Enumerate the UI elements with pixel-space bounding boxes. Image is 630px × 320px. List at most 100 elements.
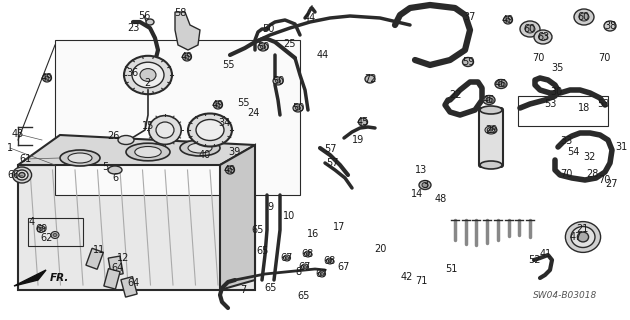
Ellipse shape [490, 129, 493, 131]
Text: 65: 65 [257, 246, 269, 256]
Text: 47: 47 [570, 232, 582, 242]
Text: 46: 46 [495, 79, 507, 89]
Ellipse shape [358, 118, 367, 126]
Ellipse shape [39, 228, 43, 230]
Text: 70: 70 [532, 53, 544, 63]
Text: 17: 17 [333, 222, 345, 232]
Ellipse shape [108, 166, 122, 174]
Text: 24: 24 [247, 108, 259, 118]
Ellipse shape [118, 135, 134, 145]
Text: 12: 12 [117, 253, 129, 263]
Ellipse shape [604, 21, 616, 31]
Text: 29: 29 [485, 125, 497, 135]
Text: 8: 8 [295, 267, 301, 277]
Text: 9: 9 [267, 202, 273, 212]
Text: 19: 19 [352, 135, 364, 145]
Ellipse shape [419, 180, 431, 189]
Ellipse shape [258, 43, 268, 51]
Ellipse shape [307, 252, 309, 255]
Text: 57: 57 [326, 158, 338, 168]
Text: 61: 61 [19, 154, 31, 164]
Ellipse shape [486, 98, 492, 102]
Text: 68: 68 [302, 249, 314, 259]
Text: 56: 56 [138, 11, 150, 21]
Ellipse shape [196, 119, 224, 140]
Ellipse shape [135, 147, 161, 157]
Text: 63: 63 [537, 32, 549, 42]
Bar [86, 248, 103, 269]
Text: 2: 2 [144, 78, 150, 88]
Text: 53: 53 [597, 99, 609, 109]
Ellipse shape [273, 77, 283, 85]
Text: 49: 49 [212, 100, 224, 110]
Text: 50: 50 [262, 24, 274, 34]
Ellipse shape [319, 271, 326, 277]
Text: 52: 52 [528, 255, 541, 265]
Text: 23: 23 [127, 23, 139, 33]
Ellipse shape [480, 106, 502, 114]
Text: 15: 15 [142, 121, 154, 131]
Ellipse shape [183, 53, 192, 61]
Text: 46: 46 [483, 95, 495, 105]
Text: 38: 38 [604, 21, 616, 31]
Ellipse shape [149, 116, 181, 144]
Text: 49: 49 [41, 73, 53, 83]
Text: 58: 58 [174, 8, 186, 18]
Ellipse shape [578, 232, 588, 242]
Text: 40: 40 [199, 150, 211, 160]
Ellipse shape [579, 13, 589, 21]
Text: 36: 36 [126, 68, 138, 78]
Text: 66: 66 [8, 170, 20, 180]
Ellipse shape [328, 260, 331, 262]
Ellipse shape [124, 56, 172, 94]
Text: 49: 49 [502, 15, 514, 25]
Text: 43: 43 [12, 129, 24, 139]
Text: 68: 68 [324, 256, 336, 266]
FancyBboxPatch shape [479, 108, 503, 167]
Text: 37: 37 [464, 12, 476, 22]
Ellipse shape [422, 182, 428, 188]
Text: 64: 64 [127, 278, 139, 288]
Text: 69: 69 [35, 224, 47, 234]
Ellipse shape [185, 55, 189, 59]
Text: 20: 20 [374, 244, 386, 254]
Ellipse shape [302, 264, 309, 270]
Ellipse shape [483, 95, 495, 105]
Text: 45: 45 [357, 117, 369, 127]
Ellipse shape [51, 231, 59, 238]
Ellipse shape [226, 166, 234, 174]
Ellipse shape [228, 168, 232, 172]
Text: 64: 64 [112, 263, 124, 273]
Text: 16: 16 [307, 229, 319, 239]
Text: 39: 39 [228, 147, 240, 157]
Text: 27: 27 [605, 179, 617, 189]
Text: 51: 51 [445, 264, 457, 274]
Text: 48: 48 [435, 194, 447, 204]
FancyBboxPatch shape [55, 40, 300, 195]
Bar [108, 256, 123, 276]
Polygon shape [220, 145, 255, 290]
Ellipse shape [42, 74, 52, 82]
Ellipse shape [574, 9, 594, 25]
Text: 60: 60 [524, 24, 536, 34]
Text: 67: 67 [316, 269, 328, 279]
Ellipse shape [495, 79, 507, 89]
Ellipse shape [126, 143, 170, 161]
Ellipse shape [45, 76, 49, 80]
Text: 13: 13 [415, 165, 427, 175]
Ellipse shape [525, 25, 535, 33]
Text: 41: 41 [540, 249, 552, 259]
Text: 5: 5 [102, 162, 108, 172]
Text: 71: 71 [415, 276, 427, 286]
Polygon shape [18, 135, 255, 165]
Ellipse shape [534, 30, 552, 44]
Ellipse shape [132, 62, 164, 88]
Ellipse shape [16, 170, 28, 180]
Ellipse shape [480, 161, 502, 169]
Text: 14: 14 [411, 189, 423, 199]
Text: 25: 25 [283, 39, 295, 49]
Text: 72: 72 [364, 74, 376, 84]
Text: 35: 35 [552, 63, 564, 73]
Ellipse shape [321, 273, 323, 276]
Text: 70: 70 [560, 169, 572, 179]
